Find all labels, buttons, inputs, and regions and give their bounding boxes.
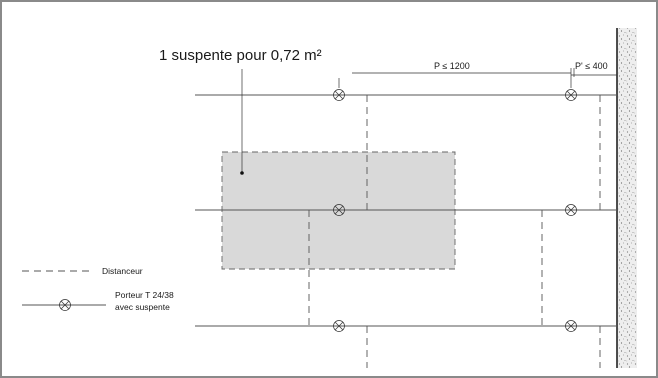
hanger-icon — [333, 320, 345, 332]
area-annotation: 1 suspente pour 0,72 m² — [159, 47, 322, 64]
legend-hanger-icon — [59, 299, 71, 311]
hanger-icon — [565, 204, 577, 216]
spacers — [195, 95, 601, 368]
hanger-icon — [333, 204, 345, 216]
hangers — [333, 89, 577, 332]
hanger-icon — [333, 89, 345, 101]
legend-spacer-label: Distanceur — [102, 266, 143, 276]
legend-carrier-label-2: avec suspente — [115, 302, 170, 312]
carrier-rails — [195, 94, 617, 327]
leader-dot — [240, 171, 244, 175]
dimension-p: P ≤ 1200 — [434, 61, 470, 71]
dimension-lines — [338, 68, 617, 88]
hanger-icon — [565, 89, 577, 101]
legend-carrier-label-1: Porteur T 24/38 — [115, 290, 174, 300]
wall — [616, 28, 637, 368]
legend: Distanceur Porteur T 24/38 avec suspente — [22, 266, 174, 312]
hanger-icon — [565, 320, 577, 332]
dimension-p-prime: P' ≤ 400 — [575, 61, 608, 71]
